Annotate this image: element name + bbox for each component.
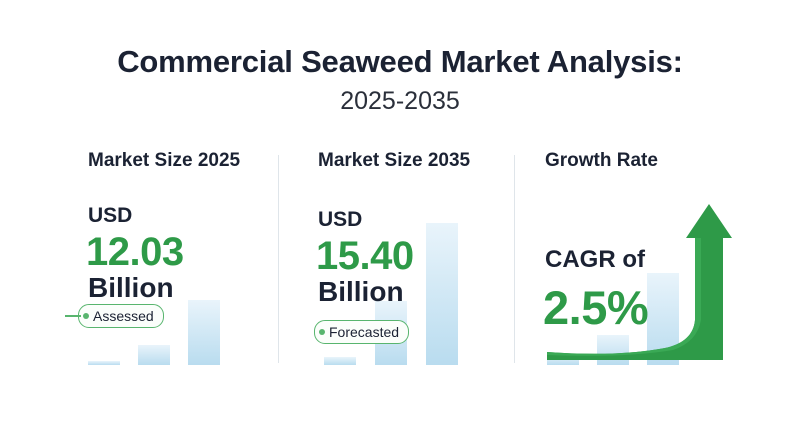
divider-right [514,155,515,363]
forecasted-tag: Forecasted [314,320,410,344]
page-title: Commercial Seaweed Market Analysis: [117,44,683,79]
cagr-value: 2.5% [543,281,649,334]
assessed-tag: Assessed [65,304,164,328]
panel-market-size-2035: Market Size 2035 USD 15.40 Billion Forec… [314,150,498,365]
panel-title: Market Size 2035 [318,150,471,171]
panel-title: Market Size 2025 [88,150,241,171]
unit-label: Billion [88,272,174,303]
decorative-bar [138,345,170,365]
decorative-bar [88,361,120,365]
tag-label: Forecasted [329,324,400,340]
currency-label: USD [88,204,133,227]
cagr-label: CAGR of [545,246,645,273]
market-value: 15.40 [316,234,414,278]
panel-market-size-2025: Market Size 2025 USD 12.03 Billion Asses… [65,150,268,365]
decorative-bar [188,300,220,365]
tag-connector [65,315,81,317]
panel-growth-rate: Growth Rate CAGR of 2.5% [543,150,745,365]
tag-dot-icon [83,313,89,319]
panel-title: Growth Rate [545,150,658,171]
divider-left [278,155,279,363]
tag-dot-icon [319,329,325,335]
decorative-bar [426,223,458,365]
unit-label: Billion [318,276,404,307]
currency-label: USD [318,208,363,231]
market-value: 12.03 [86,230,184,274]
arrow-up-icon [547,204,732,360]
tag-label: Assessed [93,308,154,324]
page-subtitle: 2025-2035 [340,87,460,115]
decorative-bar [324,357,356,365]
